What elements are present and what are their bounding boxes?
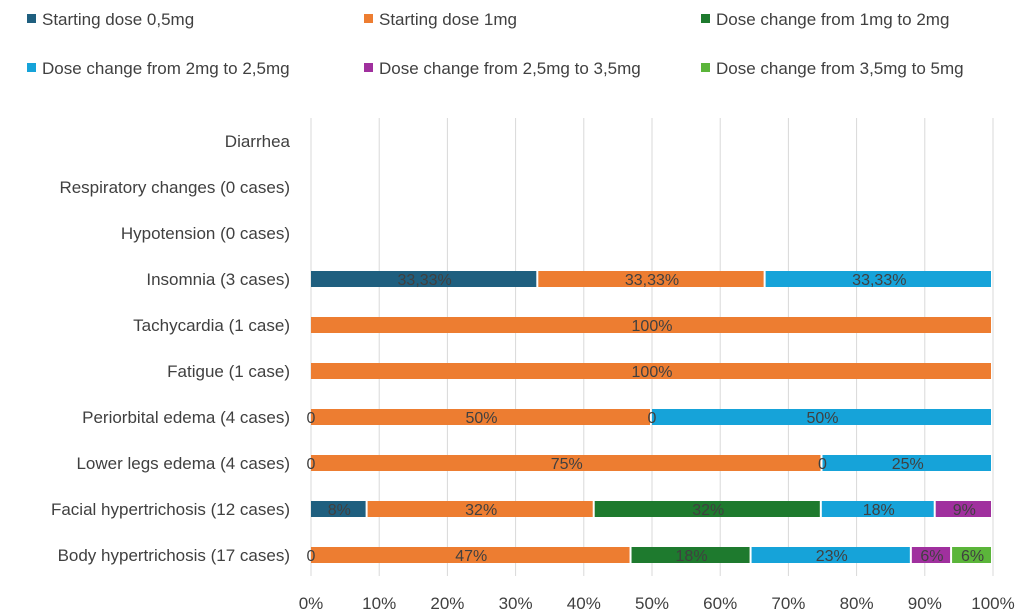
data-label: 100% bbox=[632, 364, 673, 381]
bar-segment bbox=[652, 409, 991, 425]
x-tick-label: 90% bbox=[908, 594, 942, 613]
bar-segment bbox=[765, 271, 991, 287]
data-label: 25% bbox=[892, 456, 924, 473]
x-tick-label: 30% bbox=[499, 594, 533, 613]
x-tick-label: 40% bbox=[567, 594, 601, 613]
data-label: 50% bbox=[806, 410, 838, 427]
x-tick-label: 50% bbox=[635, 594, 669, 613]
bar-segment bbox=[631, 547, 750, 563]
data-label: 0 bbox=[648, 410, 657, 427]
data-label: 0 bbox=[818, 456, 827, 473]
category-labels: Diarrhea Respiratory changes (0 cases) Hyp… bbox=[51, 132, 291, 565]
category-label: Diarrhea bbox=[225, 132, 291, 151]
bar-segment bbox=[311, 455, 821, 471]
bar-segment bbox=[311, 271, 537, 287]
x-axis-ticks: 0% 10% 20% 30% 40% 50% 60% 70% 80% 90% 100% bbox=[299, 594, 1015, 613]
data-label: 32% bbox=[692, 502, 724, 519]
x-tick-label: 20% bbox=[430, 594, 464, 613]
data-label: 9% bbox=[953, 502, 976, 519]
data-label: 100% bbox=[632, 318, 673, 335]
data-label: 23% bbox=[816, 548, 848, 565]
category-label: Tachycardia (1 case) bbox=[133, 316, 290, 335]
legend-label: Starting dose 0,5mg bbox=[42, 10, 194, 29]
category-label: Lower legs edema (4 cases) bbox=[76, 454, 290, 473]
legend-swatch bbox=[701, 63, 710, 72]
data-label: 0 bbox=[307, 410, 316, 427]
bar-segment bbox=[538, 271, 764, 287]
legend-label: Dose change from 2,5mg to 3,5mg bbox=[379, 59, 641, 78]
bar-segment bbox=[594, 501, 820, 517]
chart-bars bbox=[311, 271, 991, 563]
category-label: Insomnia (3 cases) bbox=[146, 270, 290, 289]
bar-segment bbox=[821, 501, 934, 517]
x-tick-label: 70% bbox=[771, 594, 805, 613]
data-label: 0 bbox=[307, 548, 316, 565]
x-tick-label: 100% bbox=[971, 594, 1014, 613]
category-label: Periorbital edema (4 cases) bbox=[82, 408, 290, 427]
legend-label: Dose change from 3,5mg to 5mg bbox=[716, 59, 964, 78]
legend-swatch bbox=[364, 63, 373, 72]
bar-segment bbox=[751, 547, 910, 563]
legend-swatch bbox=[364, 14, 373, 23]
legend-swatch bbox=[27, 63, 36, 72]
data-label: 0 bbox=[307, 456, 316, 473]
x-tick-label: 10% bbox=[362, 594, 396, 613]
bar-segment bbox=[822, 455, 991, 471]
category-label: Respiratory changes (0 cases) bbox=[59, 178, 290, 197]
x-tick-label: 0% bbox=[299, 594, 324, 613]
category-label: Facial hypertrichosis (12 cases) bbox=[51, 500, 290, 519]
legend-swatch bbox=[27, 14, 36, 23]
chart-legend: Starting dose 0,5mg Starting dose 1mg Dose… bbox=[27, 10, 964, 78]
data-label: 75% bbox=[551, 456, 583, 473]
legend-swatch bbox=[701, 14, 710, 23]
bar-segment bbox=[311, 409, 650, 425]
data-label: 6% bbox=[920, 548, 943, 565]
x-tick-label: 80% bbox=[840, 594, 874, 613]
data-labels: 33,33% 33,33% 33,33% 100% 100% 0 50% 0 50% 0 75% 0 2… bbox=[307, 272, 985, 565]
data-label: 8% bbox=[328, 502, 351, 519]
legend-label: Dose change from 2mg to 2,5mg bbox=[42, 59, 290, 78]
x-tick-label: 60% bbox=[703, 594, 737, 613]
chart-gridlines bbox=[310, 118, 994, 576]
bar-segment bbox=[935, 501, 991, 517]
category-label: Hypotension (0 cases) bbox=[121, 224, 290, 243]
data-label: 32% bbox=[465, 502, 497, 519]
bar-segment bbox=[311, 501, 366, 517]
data-label: 18% bbox=[863, 502, 895, 519]
data-label: 47% bbox=[455, 548, 487, 565]
bar-segment bbox=[952, 547, 991, 563]
legend-label: Starting dose 1mg bbox=[379, 10, 517, 29]
data-label: 33,33% bbox=[852, 272, 906, 289]
bar-segment bbox=[311, 317, 991, 333]
category-label: Body hypertrichosis (17 cases) bbox=[58, 546, 290, 565]
data-label: 33,33% bbox=[625, 272, 679, 289]
bar-segment bbox=[311, 363, 991, 379]
legend-label: Dose change from 1mg to 2mg bbox=[716, 10, 949, 29]
category-label: Fatigue (1 case) bbox=[167, 362, 290, 381]
bar-segment bbox=[911, 547, 951, 563]
data-label: 6% bbox=[961, 548, 984, 565]
data-label: 18% bbox=[676, 548, 708, 565]
bar-segment bbox=[311, 547, 630, 563]
data-label: 33,33% bbox=[398, 272, 452, 289]
bar-segment bbox=[367, 501, 593, 517]
data-label: 50% bbox=[465, 410, 497, 427]
